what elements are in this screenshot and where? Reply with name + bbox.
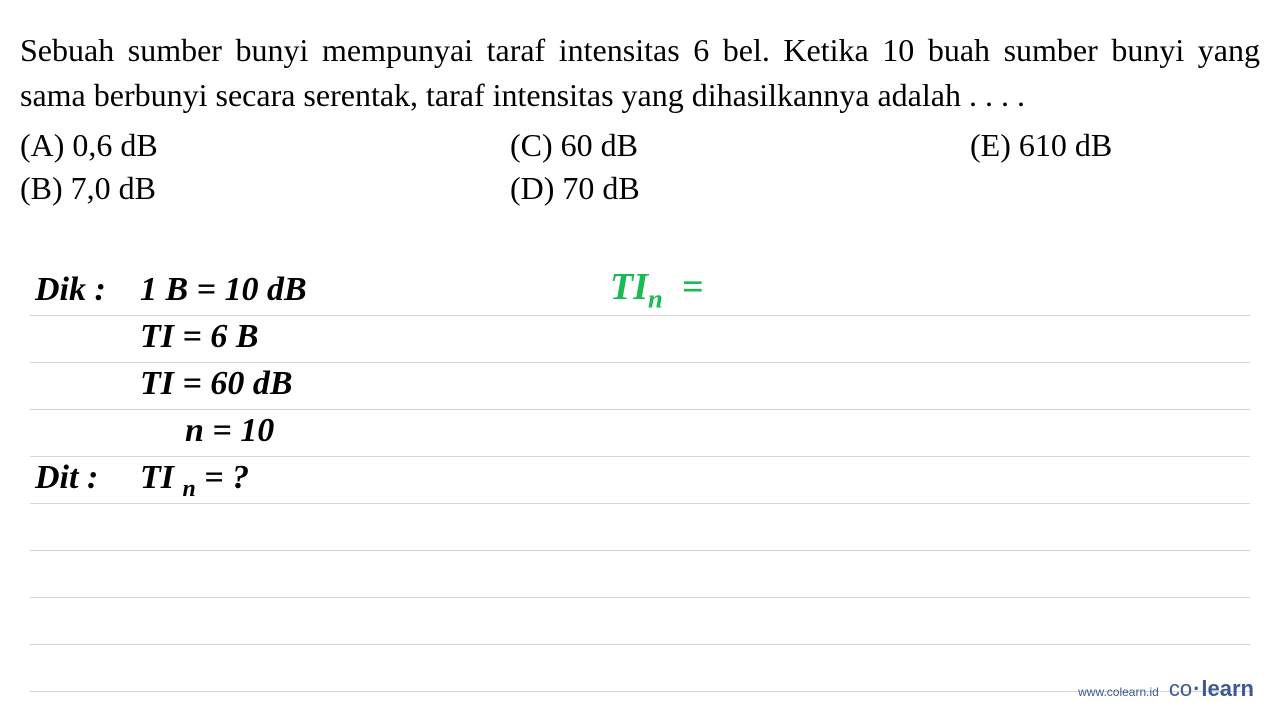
hw-eq-4: n = 10 [185,412,274,450]
option-c: (C) 60 dB [510,124,970,167]
ruled-line [30,503,1250,504]
hw-eq-1: 1 B = 10 dB [140,271,307,309]
option-a: (A) 0,6 dB [20,124,510,167]
option-e: (E) 610 dB [970,124,1250,167]
option-column-2: (C) 60 dB (D) 70 dB [510,124,970,210]
options-row: (A) 0,6 dB (B) 7,0 dB (C) 60 dB (D) 70 d… [20,124,1260,210]
hw-eq-5: TI n = ? [140,459,249,503]
option-column-1: (A) 0,6 dB (B) 7,0 dB [20,124,510,210]
footer-logo: co·learn [1169,676,1254,702]
hw-green-equals: = [682,266,704,308]
ruled-line [30,315,1250,316]
option-d: (D) 70 dB [510,167,970,210]
footer-logo-co: co [1169,676,1192,701]
ruled-line [30,691,1250,692]
option-b: (B) 7,0 dB [20,167,510,210]
footer-url: www.colearn.id [1078,685,1159,699]
footer: www.colearn.id co·learn [1078,676,1254,702]
ruled-line [30,644,1250,645]
handwritten-area: Dik : 1 B = 10 dB TI = 6 B TI = 60 dB n … [30,265,1250,700]
ruled-line [30,362,1250,363]
hw-green-ti: TI [610,266,648,308]
hw-green-formula: TIn = [610,265,703,315]
footer-logo-learn: learn [1201,676,1254,701]
hw-green-sub: n [648,284,663,314]
question-text: Sebuah sumber bunyi mempunyai taraf inte… [20,28,1260,118]
footer-logo-dot: · [1193,676,1200,701]
hw-eq-2: TI = 6 B [140,318,259,356]
option-column-3: (E) 610 dB [970,124,1250,210]
ruled-line [30,550,1250,551]
ruled-line [30,409,1250,410]
question-block: Sebuah sumber bunyi mempunyai taraf inte… [0,0,1280,220]
hw-eq-3: TI = 60 dB [140,365,293,403]
ruled-line [30,456,1250,457]
hw-dit-label: Dit : [35,459,98,497]
hw-dik-label: Dik : [35,271,106,309]
ruled-line [30,597,1250,598]
